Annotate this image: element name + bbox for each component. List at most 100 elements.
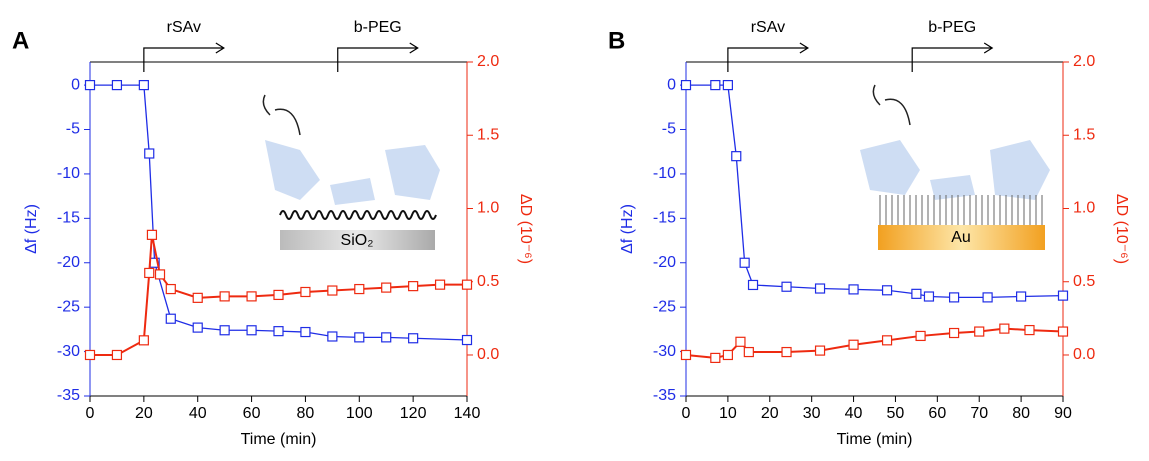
- x-tick-label: 90: [1054, 405, 1072, 422]
- x-tick-label: 70: [970, 405, 988, 422]
- marker: [814, 283, 826, 294]
- y-tick-label: 0: [667, 76, 676, 93]
- y-tick-label: -10: [653, 165, 676, 182]
- marker: [848, 284, 859, 295]
- x-tick-label: 80: [1012, 405, 1030, 422]
- marker: [165, 283, 176, 295]
- marker: [84, 79, 96, 91]
- marker: [848, 339, 859, 350]
- annotation-label: b-PEG: [354, 19, 402, 36]
- marker: [354, 332, 365, 343]
- marker: [974, 326, 985, 337]
- x-tick-label: 120: [400, 405, 427, 422]
- marker: [722, 349, 733, 361]
- marker: [881, 335, 893, 346]
- marker: [144, 267, 155, 279]
- x-axis-label: Time (min): [241, 431, 317, 448]
- x-tick-label: 20: [135, 405, 153, 422]
- marker: [84, 349, 96, 361]
- marker: [948, 327, 960, 339]
- y-tick-label: -15: [653, 210, 676, 227]
- marker: [246, 325, 257, 336]
- marker: [722, 79, 733, 91]
- y-tick-label: -35: [653, 387, 676, 404]
- y2-tick-label: 2.0: [477, 53, 499, 70]
- y-tick-label: -30: [57, 343, 80, 360]
- inset-b: Au: [860, 84, 1050, 250]
- x-tick-label: 80: [297, 405, 315, 422]
- marker: [327, 331, 338, 342]
- y2-axis-label: ΔD (10⁻⁶): [517, 194, 534, 264]
- annotation-arrow: [727, 42, 810, 72]
- annotation-label: rSAv: [167, 19, 201, 36]
- y-tick-label: -15: [57, 210, 80, 227]
- series-line: [686, 84, 1064, 299]
- marker: [246, 291, 257, 302]
- y2-tick-label: 0.5: [1073, 273, 1095, 290]
- marker: [743, 346, 754, 358]
- marker: [781, 281, 792, 292]
- marker: [731, 151, 742, 162]
- annotation-label: b-PEG: [928, 19, 976, 36]
- y-tick-label: -20: [57, 254, 80, 271]
- y-tick-label: -20: [653, 254, 676, 271]
- marker: [915, 330, 926, 342]
- x-tick-label: 30: [803, 405, 821, 422]
- marker: [999, 323, 1010, 334]
- x-tick-label: 100: [346, 405, 373, 422]
- marker: [408, 281, 419, 292]
- y2-tick-label: 1.0: [1073, 200, 1095, 217]
- marker: [1057, 326, 1069, 337]
- marker: [710, 79, 721, 91]
- marker: [461, 334, 473, 346]
- x-tick-label: 0: [86, 405, 95, 422]
- marker: [219, 325, 230, 336]
- marker: [165, 313, 176, 324]
- y2-tick-label: 0.0: [477, 346, 499, 363]
- panel-label: B: [608, 27, 625, 54]
- marker: [982, 292, 993, 303]
- marker: [138, 79, 149, 91]
- marker: [710, 352, 721, 364]
- marker: [146, 229, 158, 240]
- y2-tick-label: 1.5: [1073, 126, 1095, 143]
- marker: [434, 279, 446, 290]
- y-axis-label: Δf (Hz): [619, 204, 636, 254]
- marker: [111, 349, 123, 361]
- y-tick-label: 0: [71, 76, 80, 93]
- marker: [739, 257, 750, 268]
- y-axis-label: Δf (Hz): [23, 204, 40, 254]
- inset-label: Au: [951, 229, 971, 246]
- y2-tick-label: 2.0: [1073, 53, 1095, 70]
- marker: [1057, 290, 1069, 301]
- panel-label: A: [12, 27, 29, 54]
- marker: [680, 79, 692, 91]
- annotation-arrow: [337, 42, 419, 72]
- y-tick-label: -35: [57, 387, 80, 404]
- marker: [111, 79, 123, 91]
- y2-tick-label: 1.5: [477, 126, 499, 143]
- marker: [192, 292, 203, 303]
- marker: [381, 332, 392, 343]
- x-tick-label: 50: [887, 405, 905, 422]
- marker: [381, 282, 392, 293]
- x-tick-label: 10: [719, 405, 737, 422]
- marker: [735, 336, 746, 347]
- marker: [1024, 324, 1035, 336]
- marker: [1016, 291, 1027, 302]
- marker: [881, 285, 893, 296]
- marker: [747, 279, 759, 291]
- marker: [144, 148, 155, 159]
- marker: [154, 269, 166, 280]
- series-line: [90, 84, 468, 341]
- x-tick-label: 0: [682, 405, 691, 422]
- annotation-arrow: [143, 42, 225, 72]
- x-tick-label: 140: [454, 405, 481, 422]
- marker: [948, 292, 960, 303]
- x-tick-label: 40: [189, 405, 207, 422]
- marker: [327, 285, 338, 296]
- marker: [273, 289, 284, 301]
- marker: [300, 326, 311, 338]
